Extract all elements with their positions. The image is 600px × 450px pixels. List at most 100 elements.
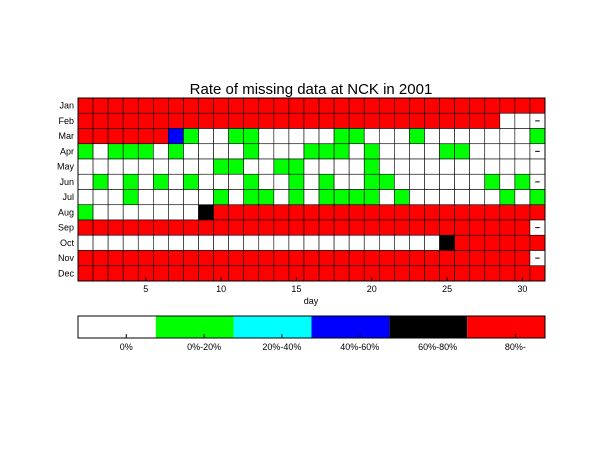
heatmap-cell bbox=[258, 204, 275, 221]
heatmap-cell bbox=[137, 189, 154, 206]
heatmap-cell bbox=[107, 250, 124, 267]
heatmap-cell bbox=[107, 234, 124, 251]
heatmap-cell bbox=[303, 204, 320, 221]
heatmap-cell bbox=[439, 189, 455, 206]
heatmap-cell bbox=[409, 265, 425, 282]
heatmap-cell bbox=[303, 265, 320, 282]
heatmap-cell bbox=[243, 97, 260, 114]
heatmap-cell bbox=[378, 97, 395, 114]
heatmap-cell bbox=[348, 128, 365, 145]
x-tick-label: 15 bbox=[291, 284, 301, 294]
heatmap-cell bbox=[424, 265, 440, 282]
heatmap-cell bbox=[258, 250, 275, 267]
heatmap-cell bbox=[484, 234, 501, 251]
heatmap-cell bbox=[499, 128, 516, 145]
heatmap-cell bbox=[409, 128, 425, 145]
heatmap-cell bbox=[499, 234, 516, 251]
heatmap-cell bbox=[514, 204, 531, 221]
heatmap-cell bbox=[168, 250, 184, 267]
heatmap-cell bbox=[454, 204, 470, 221]
month-label: May bbox=[57, 162, 75, 172]
x-axis-label: day bbox=[304, 296, 319, 306]
heatmap-cell bbox=[198, 112, 214, 129]
legend-label: 40%-60% bbox=[340, 342, 379, 352]
heatmap-cell bbox=[122, 158, 139, 175]
heatmap-cell bbox=[378, 173, 395, 190]
heatmap-cell bbox=[137, 173, 154, 190]
heatmap-cell bbox=[469, 173, 486, 190]
heatmap-cell bbox=[484, 219, 501, 236]
heatmap-cell bbox=[348, 143, 365, 160]
heatmap-cell bbox=[243, 173, 260, 190]
month-label: Nov bbox=[58, 253, 75, 263]
heatmap-cell bbox=[183, 112, 199, 129]
heatmap-cell bbox=[514, 219, 531, 236]
heatmap-cell bbox=[153, 97, 169, 114]
heatmap-cell bbox=[409, 250, 425, 267]
heatmap-cell bbox=[424, 158, 440, 175]
heatmap-cell bbox=[363, 97, 380, 114]
heatmap-cell bbox=[469, 219, 486, 236]
heatmap-cell bbox=[469, 143, 486, 160]
heatmap-cell bbox=[183, 128, 199, 145]
month-label: Apr bbox=[60, 146, 74, 156]
heatmap-cell bbox=[77, 173, 94, 190]
heatmap-cell bbox=[318, 112, 335, 129]
heatmap-cell bbox=[394, 204, 410, 221]
heatmap-cell bbox=[303, 97, 320, 114]
legend-label: 60%-80% bbox=[418, 342, 457, 352]
heatmap-cell bbox=[243, 234, 260, 251]
heatmap-cell bbox=[183, 219, 199, 236]
heatmap-cell bbox=[514, 250, 531, 267]
heatmap-cell bbox=[92, 265, 109, 282]
heatmap-cell bbox=[454, 112, 470, 129]
heatmap-cell bbox=[288, 219, 305, 236]
heatmap-cell bbox=[288, 143, 305, 160]
heatmap-cell bbox=[409, 204, 425, 221]
heatmap-cell bbox=[348, 189, 365, 206]
heatmap-cell bbox=[137, 204, 154, 221]
month-label: Dec bbox=[58, 268, 75, 278]
heatmap-cell bbox=[424, 250, 440, 267]
heatmap-cell bbox=[228, 158, 245, 175]
month-label: Jan bbox=[59, 101, 74, 111]
heatmap-cell bbox=[348, 265, 365, 282]
heatmap-cell bbox=[378, 250, 395, 267]
month-label: Jul bbox=[62, 192, 74, 202]
heatmap-cell bbox=[168, 219, 184, 236]
heatmap-cell bbox=[228, 219, 245, 236]
heatmap-cell bbox=[213, 204, 229, 221]
heatmap-cell bbox=[363, 158, 380, 175]
heatmap-cell bbox=[77, 265, 94, 282]
heatmap-cell bbox=[333, 128, 350, 145]
heatmap-cell bbox=[122, 189, 139, 206]
heatmap-cell bbox=[213, 189, 229, 206]
heatmap-cell bbox=[168, 265, 184, 282]
heatmap-cell bbox=[363, 173, 380, 190]
heatmap-cell bbox=[183, 234, 199, 251]
heatmap-cell bbox=[424, 219, 440, 236]
heatmap-cell bbox=[469, 234, 486, 251]
heatmap-cell bbox=[499, 97, 516, 114]
heatmap-cell bbox=[363, 219, 380, 236]
heatmap-cell bbox=[439, 128, 455, 145]
heatmap-cell bbox=[168, 158, 184, 175]
heatmap-cell bbox=[469, 204, 486, 221]
heatmap-cell bbox=[378, 219, 395, 236]
heatmap-cell bbox=[439, 250, 455, 267]
heatmap-cell bbox=[288, 234, 305, 251]
heatmap-cell bbox=[363, 204, 380, 221]
heatmap-cell bbox=[198, 189, 214, 206]
heatmap-cell bbox=[153, 250, 169, 267]
heatmap-cell bbox=[228, 97, 245, 114]
heatmap-cell bbox=[198, 219, 214, 236]
heatmap-cell bbox=[288, 189, 305, 206]
heatmap-cell bbox=[394, 219, 410, 236]
heatmap-cell bbox=[77, 250, 94, 267]
heatmap-cell bbox=[499, 158, 516, 175]
heatmap-cell bbox=[273, 158, 290, 175]
heatmap-cell bbox=[303, 219, 320, 236]
x-tick-label: 20 bbox=[367, 284, 377, 294]
heatmap-cell bbox=[469, 250, 486, 267]
heatmap-cell bbox=[439, 219, 455, 236]
